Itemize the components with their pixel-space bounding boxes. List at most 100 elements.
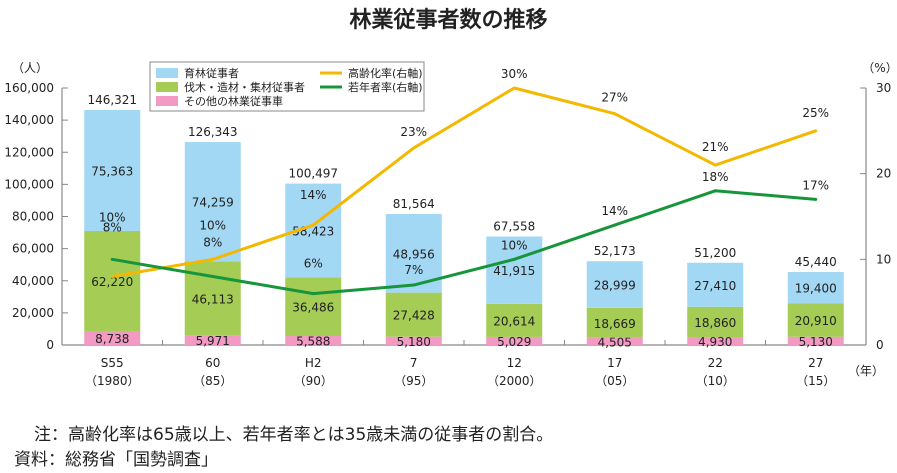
legend-swatch: [156, 82, 178, 92]
line-point: [512, 257, 516, 261]
bar-total-label: 81,564: [393, 197, 435, 211]
x-tick-sublabel: （85）: [193, 374, 232, 388]
line-point: [211, 274, 215, 278]
bar-value-label: 5,130: [799, 335, 833, 349]
elderly-rate-label: 8%: [103, 220, 122, 234]
bar-value-label: 20,614: [493, 314, 535, 328]
x-tick-sublabel: （95）: [394, 374, 433, 388]
bar-segment: [787, 336, 844, 345]
bar-value-label: 18,669: [594, 317, 636, 331]
bar-segment: [385, 336, 442, 345]
youth-rate-label: 17%: [802, 178, 829, 192]
line-point: [412, 146, 416, 150]
line-point: [110, 257, 114, 261]
elderly-rate-label: 27%: [601, 91, 628, 105]
bar-segment: [184, 335, 241, 345]
bar-total-label: 67,558: [493, 219, 535, 233]
elderly-rate-label: 23%: [400, 125, 427, 139]
bar-segment: [385, 292, 442, 337]
bar-segment: [84, 330, 141, 345]
elderly-rate-label: 10%: [199, 218, 226, 232]
bar-total-label: 51,200: [694, 246, 736, 260]
bar-value-label: 27,428: [393, 309, 435, 323]
elderly-rate-label: 25%: [802, 106, 829, 120]
youth-rate-line: [111, 189, 816, 296]
bar-value-label: 4,930: [698, 335, 732, 349]
y2-tick-label: 0: [876, 338, 884, 352]
x-tick-label: S55: [101, 356, 124, 370]
legend-box: [149, 61, 425, 112]
bar-value-label: 62,220: [91, 275, 133, 289]
bar-segment: [787, 303, 844, 337]
x-tick-label: 22: [708, 356, 723, 370]
bar-value-label: 28,999: [594, 278, 636, 292]
bar-segment: [486, 236, 543, 304]
bar-total-label: 52,173: [594, 244, 636, 258]
x-tick-label: 27: [808, 356, 823, 370]
bar-segment: [687, 306, 744, 338]
bar-segment: [486, 336, 543, 345]
bar-segment: [486, 303, 543, 337]
line-point: [311, 292, 315, 296]
bar-total-label: 100,497: [288, 167, 338, 181]
elderly-rate-label: 30%: [501, 67, 528, 81]
bar-segment: [687, 262, 744, 307]
legend-label: その他の林業従事車: [184, 94, 283, 108]
bar-total-label: 146,321: [87, 93, 137, 107]
bar-value-label: 48,956: [393, 247, 435, 261]
y-tick-label: 140,000: [4, 113, 54, 127]
line-point: [211, 257, 215, 261]
right-axis-unit: （%）: [862, 61, 897, 75]
x-tick-sublabel: （05）: [595, 374, 634, 388]
bar-segment: [586, 307, 643, 338]
bar-segment: [787, 272, 844, 304]
youth-rate-label: 18%: [702, 170, 729, 184]
y-tick-label: 20,000: [12, 306, 54, 320]
x-tick-label: H2: [305, 356, 322, 370]
line-point: [613, 223, 617, 227]
line-point: [713, 189, 717, 193]
bar-value-label: 5,029: [497, 335, 531, 349]
youth-rate-label: 10%: [501, 238, 528, 252]
x-tick-sublabel: （90）: [294, 374, 333, 388]
bar-value-label: 5,180: [397, 335, 431, 349]
bar-segment: [285, 277, 342, 337]
line-point: [613, 112, 617, 116]
bar-total-label: 126,343: [188, 125, 238, 139]
x-tick-sublabel: （15）: [796, 374, 835, 388]
chart-source: 資料：総務省「国勢調査」: [14, 450, 218, 470]
y2-tick-label: 10: [876, 252, 891, 266]
y-tick-label: 0: [46, 338, 54, 352]
y2-tick-label: 30: [876, 81, 891, 95]
x-tick-label: 60: [205, 356, 220, 370]
bar-value-label: 19,400: [795, 282, 837, 296]
legend-label: 高齢化率(右軸): [348, 66, 423, 80]
bar-value-label: 41,915: [493, 264, 535, 278]
line-point: [311, 223, 315, 227]
y2-tick-label: 20: [876, 167, 891, 181]
y-tick-label: 80,000: [12, 210, 54, 224]
y-tick-label: 60,000: [12, 242, 54, 256]
y-tick-label: 40,000: [12, 274, 54, 288]
x-tick-label: 17: [607, 356, 622, 370]
youth-rate-label: 7%: [404, 263, 423, 277]
left-axis-unit: （人）: [12, 61, 48, 75]
x-axis-unit: （年）: [848, 364, 884, 378]
bar-value-label: 20,910: [795, 314, 837, 328]
youth-rate-label: 8%: [203, 235, 222, 249]
elderly-rate-label: 14%: [300, 188, 327, 202]
legend-swatch: [156, 68, 178, 78]
line-point: [412, 283, 416, 287]
line-point: [512, 86, 516, 90]
line-point: [713, 163, 717, 167]
x-tick-sublabel: （2000）: [487, 374, 542, 388]
legend-label: 伐木・造材・集材従事者: [184, 80, 305, 94]
bar-total-label: 45,440: [795, 255, 837, 269]
chart-title: 林業従事者数の推移: [349, 8, 548, 33]
y-tick-label: 120,000: [4, 145, 54, 159]
line-point: [110, 274, 114, 278]
elderly-rate-line: [111, 86, 817, 278]
bar-value-label: 27,410: [694, 279, 736, 293]
bar-value-label: 8,738: [95, 332, 129, 346]
